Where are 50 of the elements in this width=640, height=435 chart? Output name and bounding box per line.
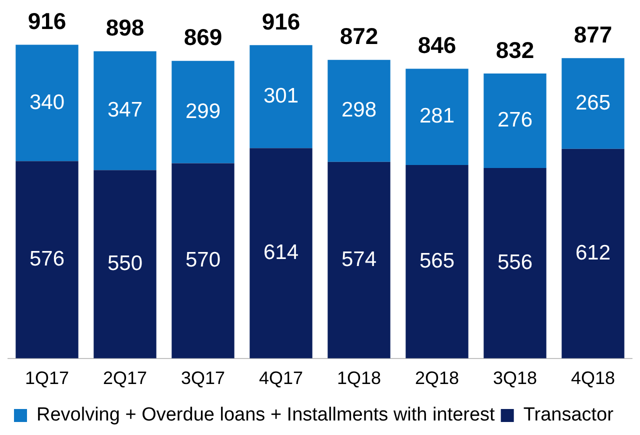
data-label: 550 — [107, 252, 143, 276]
data-label: 347 — [107, 98, 143, 122]
bar — [328, 60, 390, 162]
data-label: 576 — [29, 248, 65, 271]
x-tick-label: 3Q17 — [180, 368, 226, 388]
total-label: 916 — [28, 8, 66, 34]
data-label: 612 — [575, 241, 611, 264]
bar — [484, 74, 546, 168]
bar — [562, 148, 624, 358]
bar — [250, 45, 312, 148]
data-label: 570 — [185, 248, 221, 272]
total-label: 869 — [184, 24, 222, 50]
data-label: 301 — [263, 84, 299, 108]
total-label: 877 — [574, 21, 612, 48]
bar — [250, 148, 312, 358]
x-tick-label: 4Q17 — [258, 368, 304, 388]
bar — [172, 163, 234, 358]
data-label: 281 — [419, 104, 455, 128]
bar — [16, 44, 78, 162]
bar — [406, 164, 468, 358]
total-label: 872 — [340, 23, 378, 50]
bar — [16, 161, 78, 358]
data-label: 340 — [29, 90, 65, 114]
data-label: 565 — [419, 249, 455, 272]
x-tick-label: 2Q18 — [414, 368, 460, 388]
data-label: 574 — [341, 248, 377, 271]
data-label: 299 — [185, 100, 221, 123]
total-label: 832 — [496, 36, 534, 63]
x-tick-label: 1Q18 — [336, 368, 382, 388]
data-label: 614 — [263, 241, 299, 264]
x-tick-label: 4Q18 — [570, 368, 616, 388]
total-label: 846 — [418, 32, 456, 58]
bar — [406, 68, 468, 165]
bar — [172, 60, 234, 164]
bar — [94, 51, 156, 170]
x-tick-label: 1Q17 — [24, 368, 70, 388]
total-label: 898 — [106, 14, 144, 41]
bar — [484, 168, 546, 358]
data-label: 265 — [575, 91, 611, 114]
x-tick-label: 2Q17 — [102, 368, 148, 388]
bar — [562, 58, 624, 149]
legend-label: Transactor — [523, 404, 614, 426]
legend-label: Revolving + Overdue loans + Installments with interest — [36, 404, 496, 426]
data-label: 298 — [341, 98, 377, 122]
x-tick-label: 3Q18 — [492, 368, 538, 388]
data-label: 556 — [497, 251, 533, 274]
bar — [328, 162, 390, 358]
data-label: 276 — [497, 108, 533, 132]
total-label: 916 — [262, 8, 300, 34]
bar — [94, 170, 156, 358]
